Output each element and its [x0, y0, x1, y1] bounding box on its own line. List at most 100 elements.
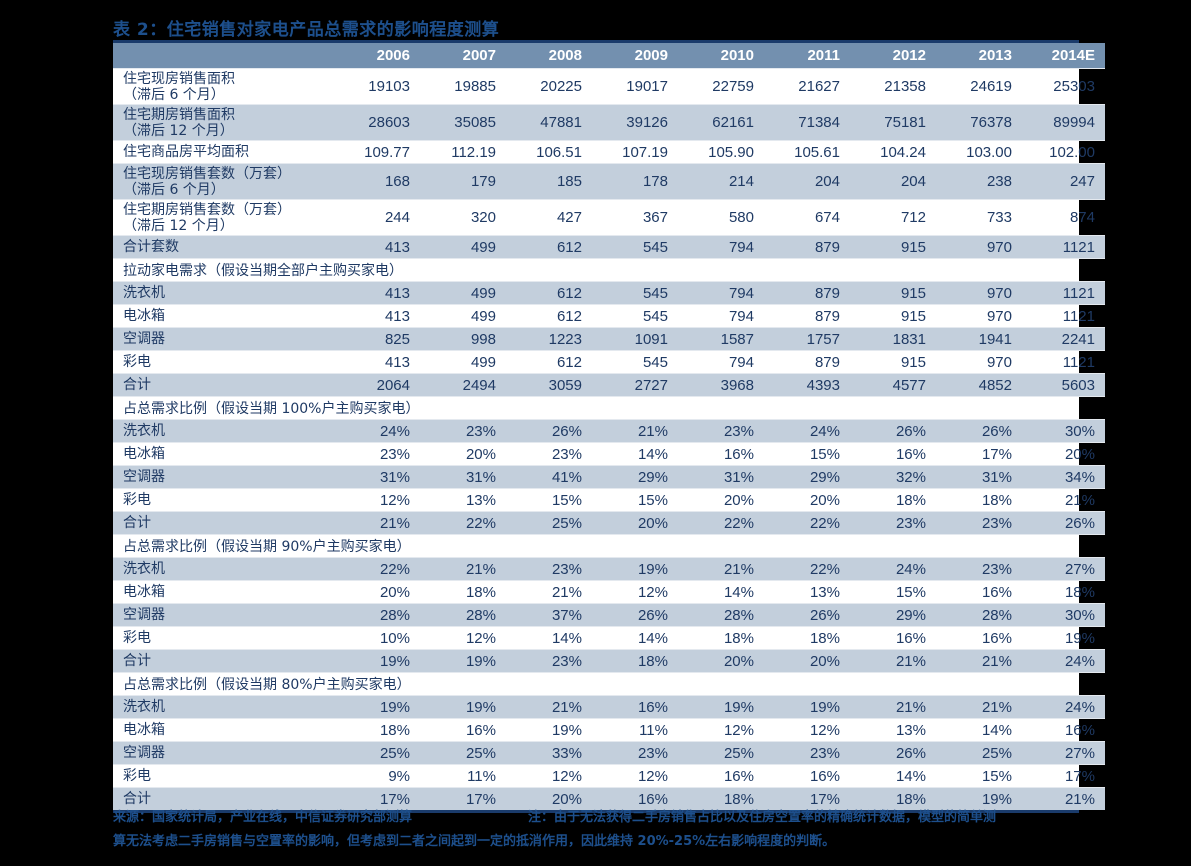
cell-value: 915: [850, 281, 936, 305]
cell-value: 2494: [420, 373, 506, 397]
cell-value: 17%: [1022, 764, 1105, 788]
cell-value: 12%: [678, 718, 764, 742]
cell-value: 27%: [1022, 557, 1105, 581]
row-label-main: 合计: [123, 377, 151, 393]
cell-value: 109.77: [334, 140, 420, 164]
row-label-main: 住宅商品房平均面积: [123, 144, 249, 160]
row-label: 住宅现房销售面积 （滞后 6 个月）: [113, 68, 334, 105]
cell-value: 1121: [1022, 304, 1105, 328]
table-row: 洗衣机 22% 21% 23% 19% 21% 22% 24% 23% 27%: [113, 557, 1105, 581]
year-header: 2009: [592, 43, 678, 69]
cell-value: 16%: [420, 718, 506, 742]
cell-value: 21%: [592, 419, 678, 443]
row-label: 彩电: [113, 488, 334, 512]
cell-value: 998: [420, 327, 506, 351]
row-label-main: 合计: [123, 515, 151, 531]
cell-value: 4852: [936, 373, 1022, 397]
cell-value: 20%: [506, 787, 592, 810]
cell-value: 19017: [592, 68, 678, 105]
row-label: 住宅现房销售套数（万套） （滞后 6 个月）: [113, 163, 334, 200]
row-label-main: 住宅现房销售面积: [123, 70, 235, 87]
cell-value: 20%: [678, 649, 764, 673]
cell-value: 21%: [506, 695, 592, 719]
row-label-main: 彩电: [123, 354, 151, 370]
cell-value: 21%: [334, 511, 420, 535]
cell-value: 22%: [420, 511, 506, 535]
table-row: 电冰箱 23% 20% 23% 14% 16% 15% 16% 17% 20%: [113, 442, 1105, 466]
cell-value: 3059: [506, 373, 592, 397]
table-row: 洗衣机 413 499 612 545 794 879 915 970 1121: [113, 281, 1105, 305]
note-line-1: 注：由于无法获得二手房销售占比以及住房空置率的精确统计数据，模型的简单测: [528, 810, 997, 825]
cell-value: 24%: [764, 419, 850, 443]
cell-value: 16%: [936, 580, 1022, 604]
cell-value: 21%: [678, 557, 764, 581]
footer: 来源：国家统计局，产业在线，中信证券研究部测算 注：由于无法获得二手房销售占比以及…: [113, 806, 1079, 854]
cell-value: 18%: [850, 488, 936, 512]
row-label-main: 住宅期房销售面积: [123, 106, 235, 123]
year-header: 2006: [334, 43, 420, 69]
cell-value: 19%: [420, 695, 506, 719]
cell-value: 21%: [1022, 787, 1105, 810]
cell-value: 26%: [850, 741, 936, 765]
cell-value: 19%: [936, 787, 1022, 810]
cell-value: 794: [678, 350, 764, 374]
section-header-row: 占总需求比例（假设当期 80%户主购买家电）: [113, 672, 1105, 696]
cell-value: 13%: [764, 580, 850, 604]
cell-value: 29%: [850, 603, 936, 627]
cell-value: 14%: [850, 764, 936, 788]
cell-value: 15%: [850, 580, 936, 604]
row-label: 彩电: [113, 626, 334, 650]
cell-value: 26%: [592, 603, 678, 627]
row-label: 合计套数: [113, 235, 334, 259]
row-label-main: 住宅期房销售套数（万套）: [123, 201, 291, 218]
cell-value: 9%: [334, 764, 420, 788]
row-label-main: 电冰箱: [123, 308, 165, 324]
cell-value: 24619: [936, 68, 1022, 105]
cell-value: 2241: [1022, 327, 1105, 351]
row-label-main: 空调器: [123, 745, 165, 761]
table-row: 空调器 28% 28% 37% 26% 28% 26% 29% 28% 30%: [113, 603, 1105, 627]
cell-value: 204: [764, 163, 850, 200]
row-label-main: 洗衣机: [123, 699, 165, 715]
cell-value: 18%: [850, 787, 936, 810]
cell-value: 247: [1022, 163, 1105, 200]
table-row: 彩电 9% 11% 12% 12% 16% 16% 14% 15% 17%: [113, 764, 1105, 788]
cell-value: 1223: [506, 327, 592, 351]
table-row: 空调器 25% 25% 33% 23% 25% 23% 26% 25% 27%: [113, 741, 1105, 765]
row-label: 空调器: [113, 603, 334, 627]
section-label: 占总需求比例（假设当期 80%户主购买家电）: [113, 672, 1105, 696]
cell-value: 16%: [678, 764, 764, 788]
cell-value: 16%: [592, 787, 678, 810]
cell-value: 413: [334, 304, 420, 328]
cell-value: 21%: [850, 695, 936, 719]
cell-value: 427: [506, 199, 592, 236]
year-header: 2012: [850, 43, 936, 69]
cell-value: 23%: [506, 649, 592, 673]
year-header: 2014E: [1022, 43, 1105, 69]
cell-value: 4577: [850, 373, 936, 397]
cell-value: 19%: [334, 649, 420, 673]
cell-value: 499: [420, 235, 506, 259]
cell-value: 29%: [764, 465, 850, 489]
row-label: 洗衣机: [113, 419, 334, 443]
table-title: 表 2：住宅销售对家电产品总需求的影响程度测算: [113, 20, 500, 40]
cell-value: 19%: [334, 695, 420, 719]
cell-value: 19%: [764, 695, 850, 719]
cell-value: 35085: [420, 104, 506, 141]
cell-value: 21358: [850, 68, 936, 105]
cell-value: 18%: [1022, 580, 1105, 604]
cell-value: 31%: [936, 465, 1022, 489]
cell-value: 23%: [936, 511, 1022, 535]
cell-value: 1121: [1022, 235, 1105, 259]
cell-value: 879: [764, 350, 850, 374]
row-label-main: 合计套数: [123, 239, 179, 255]
cell-value: 15%: [936, 764, 1022, 788]
cell-value: 1757: [764, 327, 850, 351]
cell-value: 19885: [420, 68, 506, 105]
cell-value: 26%: [764, 603, 850, 627]
cell-value: 75181: [850, 104, 936, 141]
cell-value: 17%: [936, 442, 1022, 466]
cell-value: 17%: [420, 787, 506, 810]
cell-value: 18%: [592, 649, 678, 673]
cell-value: 612: [506, 235, 592, 259]
